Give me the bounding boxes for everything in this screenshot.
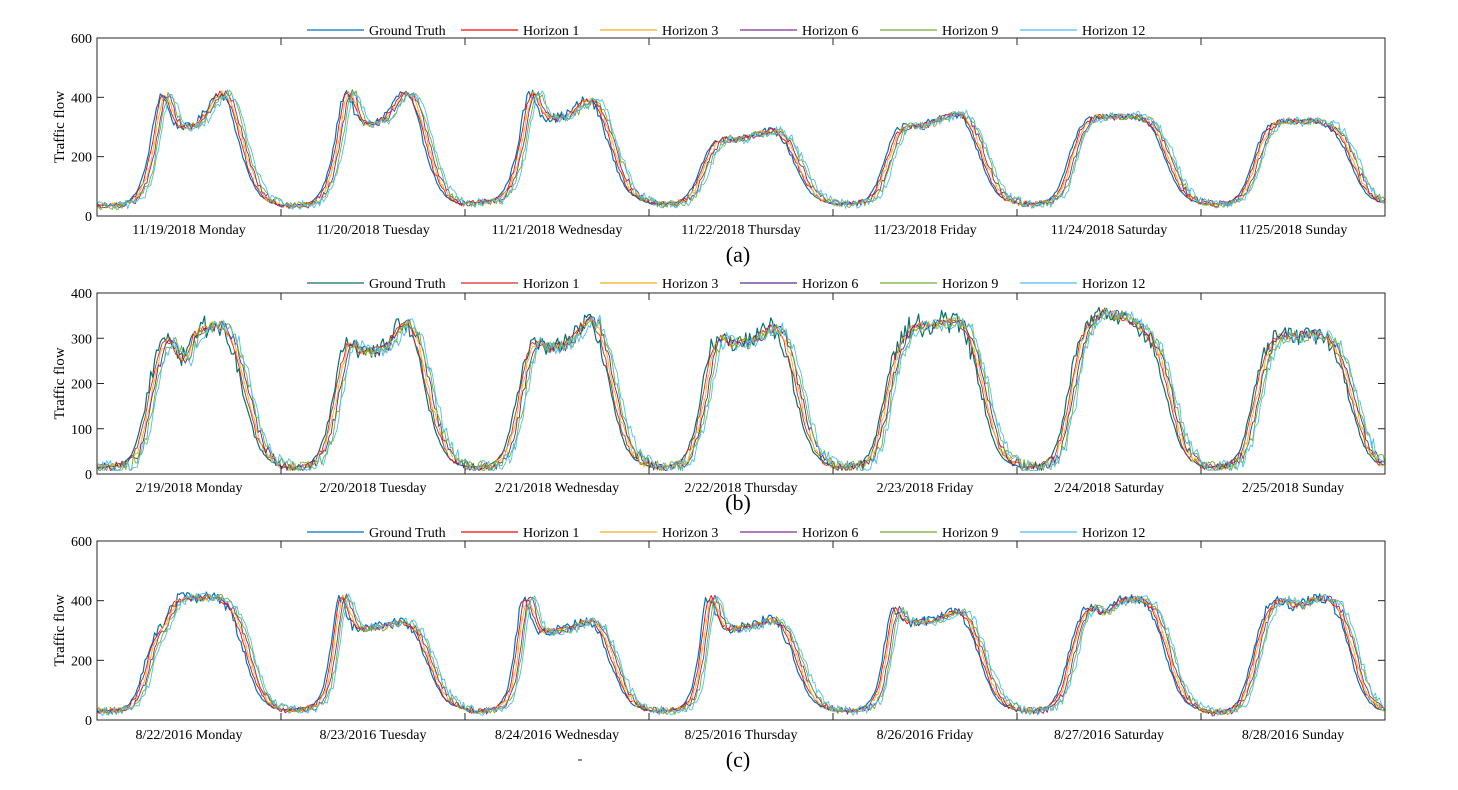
y-axis-label: Traffic flow bbox=[52, 347, 68, 419]
x-category-label: 11/25/2018 Sunday bbox=[1239, 223, 1348, 238]
y-tick-label: 100 bbox=[71, 423, 92, 438]
legend-entry: Ground Truth bbox=[369, 24, 446, 39]
x-category-label: 8/28/2016 Sunday bbox=[1242, 728, 1344, 743]
y-tick-label: 200 bbox=[71, 151, 92, 166]
panel-caption: (b) bbox=[725, 490, 751, 515]
legend-entry: Horizon 1 bbox=[523, 24, 579, 39]
legend: Ground Truth Horizon 1 Horizon 3 Horizon 6 H… bbox=[307, 24, 1145, 39]
series-line-horizon-1 bbox=[97, 90, 1385, 208]
x-category-label: 2/24/2018 Saturday bbox=[1054, 481, 1164, 496]
x-category-label: 8/27/2016 Saturday bbox=[1054, 728, 1164, 743]
x-category-label: 2/22/2018 Thursday bbox=[685, 481, 798, 496]
series-line-horizon-3 bbox=[97, 594, 1385, 715]
legend-entry: Horizon 6 bbox=[802, 24, 858, 39]
legend-entry: Horizon 9 bbox=[942, 526, 998, 541]
y-axis-label: Traffic flow bbox=[52, 91, 68, 163]
series-line-horizon-3 bbox=[97, 90, 1385, 209]
y-tick-label: 200 bbox=[71, 654, 92, 669]
y-axis-label: Traffic flow bbox=[52, 594, 68, 666]
panel-2: 0 100 200 300 400 2/19/2018 Monday 2/20/2018 T… bbox=[52, 277, 1386, 515]
legend: Ground Truth Horizon 1 Horizon 3 Horizon 6 H… bbox=[307, 277, 1145, 292]
y-tick-label: 200 bbox=[71, 378, 92, 393]
y-tick-label: 0 bbox=[85, 468, 92, 483]
x-category-label: 11/23/2018 Friday bbox=[873, 223, 976, 238]
stray-dash: - bbox=[578, 752, 583, 767]
series-line-horizon-12 bbox=[97, 592, 1385, 717]
legend-entry: Ground Truth bbox=[369, 277, 446, 292]
x-category-label: 2/21/2018 Wednesday bbox=[495, 481, 619, 496]
y-tick-label: 0 bbox=[85, 210, 92, 225]
x-category-label: 8/24/2016 Wednesday bbox=[495, 728, 619, 743]
legend-entry: Horizon 6 bbox=[802, 526, 858, 541]
series-line-horizon-12 bbox=[97, 89, 1385, 210]
panel-1: 0 200 400 600 11/19/2018 Monday 11/20/2018 Tu… bbox=[52, 24, 1386, 267]
legend-entry: Horizon 12 bbox=[1082, 24, 1145, 39]
legend-entry: Horizon 9 bbox=[942, 277, 998, 292]
series-line-horizon-12 bbox=[97, 309, 1385, 471]
y-tick-label: 400 bbox=[71, 91, 92, 106]
x-category-label: 8/25/2016 Thursday bbox=[685, 728, 798, 743]
series-line-horizon-9 bbox=[97, 89, 1385, 211]
series-line-horizon-6 bbox=[97, 307, 1385, 471]
x-category-label: 8/26/2016 Friday bbox=[877, 728, 974, 743]
y-tick-label: 400 bbox=[71, 595, 92, 610]
x-category-label: 2/25/2018 Sunday bbox=[1242, 481, 1344, 496]
legend-entry: Horizon 12 bbox=[1082, 277, 1145, 292]
legend-entry: Horizon 6 bbox=[802, 277, 858, 292]
y-tick-label: 600 bbox=[71, 535, 92, 550]
panel-3: 0 200 400 600 8/22/2016 Monday 8/23/2016 Tues… bbox=[52, 526, 1386, 772]
series-line-horizon-1 bbox=[97, 308, 1385, 471]
legend: Ground Truth Horizon 1 Horizon 3 Horizon 6 H… bbox=[307, 526, 1145, 541]
legend-entry: Horizon 3 bbox=[662, 277, 718, 292]
panel-caption: (a) bbox=[726, 242, 750, 267]
axes-box bbox=[96, 540, 1386, 721]
y-tick-label: 300 bbox=[71, 332, 92, 347]
x-category-label: 2/19/2018 Monday bbox=[136, 481, 243, 496]
series-line-horizon-6 bbox=[97, 89, 1385, 210]
y-tick-label: 0 bbox=[85, 714, 92, 729]
x-category-label: 11/20/2018 Tuesday bbox=[316, 223, 429, 238]
x-category-label: 2/20/2018 Tuesday bbox=[320, 481, 427, 496]
y-tick-label: 400 bbox=[71, 287, 92, 302]
legend-entry: Horizon 1 bbox=[523, 526, 579, 541]
x-category-label: 8/23/2016 Tuesday bbox=[320, 728, 427, 743]
axes-box bbox=[96, 37, 1386, 217]
x-category-label: 11/21/2018 Wednesday bbox=[492, 223, 623, 238]
legend-entry: Horizon 3 bbox=[662, 526, 718, 541]
y-tick-label: 600 bbox=[71, 32, 92, 47]
x-category-label: 2/23/2018 Friday bbox=[877, 481, 974, 496]
series-line-horizon-6 bbox=[97, 593, 1385, 717]
legend-entry: Ground Truth bbox=[369, 526, 446, 541]
series-line-horizon-1 bbox=[97, 594, 1385, 715]
legend-entry: Horizon 12 bbox=[1082, 526, 1145, 541]
legend-entry: Horizon 9 bbox=[942, 24, 998, 39]
panel-caption: (c) bbox=[726, 747, 750, 772]
x-category-label: 11/24/2018 Saturday bbox=[1051, 223, 1168, 238]
series-line-horizon-9 bbox=[97, 593, 1385, 716]
x-category-label: 11/22/2018 Thursday bbox=[681, 223, 800, 238]
legend-entry: Horizon 1 bbox=[523, 277, 579, 292]
x-category-label: 11/19/2018 Monday bbox=[132, 223, 245, 238]
legend-entry: Horizon 3 bbox=[662, 24, 718, 39]
x-category-label: 8/22/2016 Monday bbox=[136, 728, 243, 743]
